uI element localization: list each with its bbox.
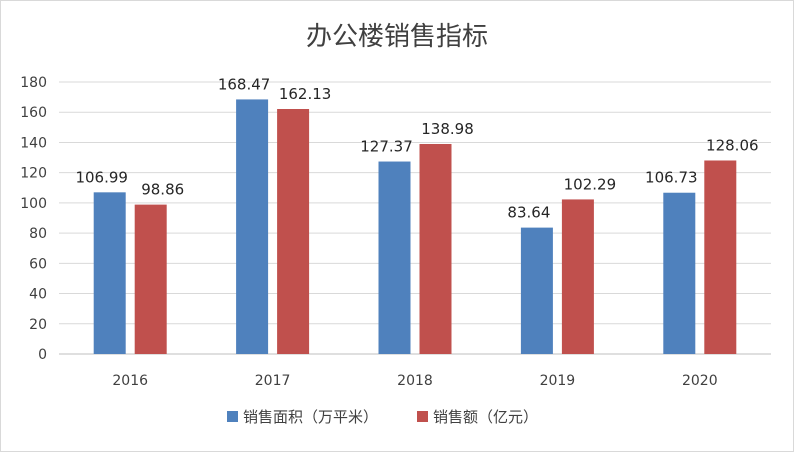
legend-label: 销售额（亿元） [433, 408, 538, 426]
y-tick-label: 120 [20, 166, 47, 182]
bar-area-2020 [663, 192, 696, 354]
y-tick-label: 100 [20, 196, 47, 212]
x-tick-label: 2019 [540, 373, 576, 389]
data-label: 98.86 [141, 181, 184, 199]
x-axis-ticks: 2016 2017 2018 2019 2020 [112, 373, 717, 389]
data-labels: 106.99 98.86 168.47 162.13 127.37 138.98 83.64… [75, 75, 758, 221]
y-tick-label: 140 [20, 135, 47, 151]
data-label: 127.37 [360, 138, 413, 156]
data-label: 138.98 [421, 120, 474, 138]
data-label: 106.99 [75, 168, 128, 186]
legend-swatch [227, 411, 238, 422]
y-tick-label: 160 [20, 105, 47, 121]
data-label: 102.29 [564, 175, 617, 193]
bar-sales-2017 [277, 109, 310, 354]
y-tick-label: 80 [29, 226, 47, 242]
bar-area-2017 [236, 99, 269, 354]
bar-sales-2019 [561, 199, 594, 354]
bar-area-2019 [520, 227, 553, 354]
y-axis-ticks: 0 20 40 60 80 100 120 140 160 180 [20, 75, 47, 363]
bar-sales-2020 [704, 160, 737, 354]
y-tick-label: 60 [29, 256, 47, 272]
data-label: 83.64 [507, 204, 550, 222]
chart-title: 办公楼销售指标 [306, 22, 488, 52]
y-tick-label: 0 [38, 347, 47, 363]
x-tick-label: 2016 [112, 373, 148, 389]
x-tick-label: 2020 [682, 373, 718, 389]
bar-sales-2016 [134, 204, 167, 354]
y-tick-label: 180 [20, 75, 47, 91]
legend-swatch [417, 411, 428, 422]
bar-area-2016 [93, 192, 126, 354]
bar-area-2018 [378, 161, 411, 354]
y-tick-label: 40 [29, 287, 47, 303]
legend: 销售面积（万平米） 销售额（亿元） [227, 408, 538, 426]
x-tick-label: 2017 [255, 373, 291, 389]
data-label: 168.47 [218, 75, 271, 93]
data-label: 162.13 [279, 85, 332, 103]
bars [93, 99, 737, 354]
y-tick-label: 20 [29, 317, 47, 333]
legend-label: 销售面积（万平米） [243, 408, 378, 426]
bar-sales-2018 [419, 143, 452, 354]
data-label: 128.06 [706, 136, 759, 154]
data-label: 106.73 [645, 169, 698, 187]
gridlines [59, 81, 771, 355]
x-tick-label: 2018 [397, 373, 433, 389]
